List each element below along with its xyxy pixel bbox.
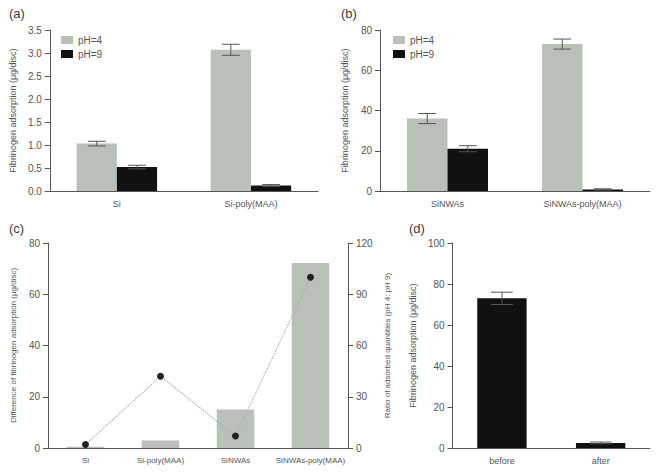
svg-text:(b): (b)	[341, 6, 357, 21]
svg-text:(a): (a)	[9, 6, 25, 21]
svg-text:pH=9: pH=9	[410, 49, 435, 60]
svg-text:Fibrinogen adsorption (μg/disc: Fibrinogen adsorption (μg/disc)	[408, 283, 418, 407]
svg-text:pH=4: pH=4	[410, 35, 435, 46]
svg-text:Fibrinogen adsorption (μg/disc: Fibrinogen adsorption (μg/disc)	[340, 48, 350, 172]
svg-text:40: 40	[433, 361, 445, 372]
svg-text:40: 40	[29, 340, 41, 351]
svg-text:90: 90	[356, 289, 368, 300]
svg-text:30: 30	[356, 391, 368, 402]
svg-text:(c): (c)	[9, 221, 24, 236]
svg-text:40: 40	[361, 105, 373, 116]
svg-text:Si: Si	[82, 456, 89, 465]
svg-text:1.0: 1.0	[28, 140, 42, 151]
svg-text:Si-poly(MAA): Si-poly(MAA)	[137, 456, 184, 465]
svg-text:60: 60	[29, 289, 41, 300]
svg-text:0: 0	[439, 443, 445, 454]
svg-text:20: 20	[361, 145, 373, 156]
svg-text:2.0: 2.0	[28, 94, 42, 105]
svg-text:80: 80	[29, 238, 41, 249]
svg-text:(d): (d)	[409, 221, 425, 236]
svg-text:80: 80	[361, 25, 373, 36]
svg-text:SiNWAs-poly(MAA): SiNWAs-poly(MAA)	[276, 456, 346, 465]
svg-text:0: 0	[356, 443, 362, 454]
svg-text:SiNWAs: SiNWAs	[221, 456, 250, 465]
svg-text:20: 20	[433, 402, 445, 413]
svg-text:SiNWAs-poly(MAA): SiNWAs-poly(MAA)	[543, 199, 621, 209]
svg-text:0: 0	[366, 186, 372, 197]
svg-text:3.0: 3.0	[28, 48, 42, 59]
svg-text:60: 60	[433, 320, 445, 331]
svg-text:before: before	[489, 456, 515, 466]
svg-text:20: 20	[29, 391, 41, 402]
svg-text:120: 120	[356, 238, 373, 249]
svg-text:SiNWAs: SiNWAs	[431, 199, 465, 209]
svg-text:1.5: 1.5	[28, 117, 42, 128]
svg-text:pH=9: pH=9	[78, 49, 103, 60]
svg-text:60: 60	[356, 340, 368, 351]
svg-text:2.5: 2.5	[28, 71, 42, 82]
svg-text:3.5: 3.5	[28, 25, 42, 36]
svg-text:80: 80	[433, 279, 445, 290]
svg-text:after: after	[592, 456, 610, 466]
svg-text:Si-poly(MAA): Si-poly(MAA)	[224, 199, 277, 209]
svg-text:pH=4: pH=4	[78, 35, 103, 46]
svg-text:100: 100	[428, 238, 445, 249]
svg-text:Difference of fibrinogen adsor: Difference of fibrinogen adsorption (μg/…	[9, 268, 18, 424]
svg-text:Ratio of adsorbed quantities (: Ratio of adsorbed quantities (pH 4: pH 9…	[383, 272, 392, 418]
svg-text:Si: Si	[113, 199, 121, 209]
svg-text:Fibrinogen adsorption (μg/disc: Fibrinogen adsorption (μg/disc)	[8, 48, 18, 172]
svg-text:0.0: 0.0	[28, 186, 42, 197]
svg-text:0: 0	[34, 443, 40, 454]
svg-text:60: 60	[361, 65, 373, 76]
svg-text:0.5: 0.5	[28, 163, 42, 174]
